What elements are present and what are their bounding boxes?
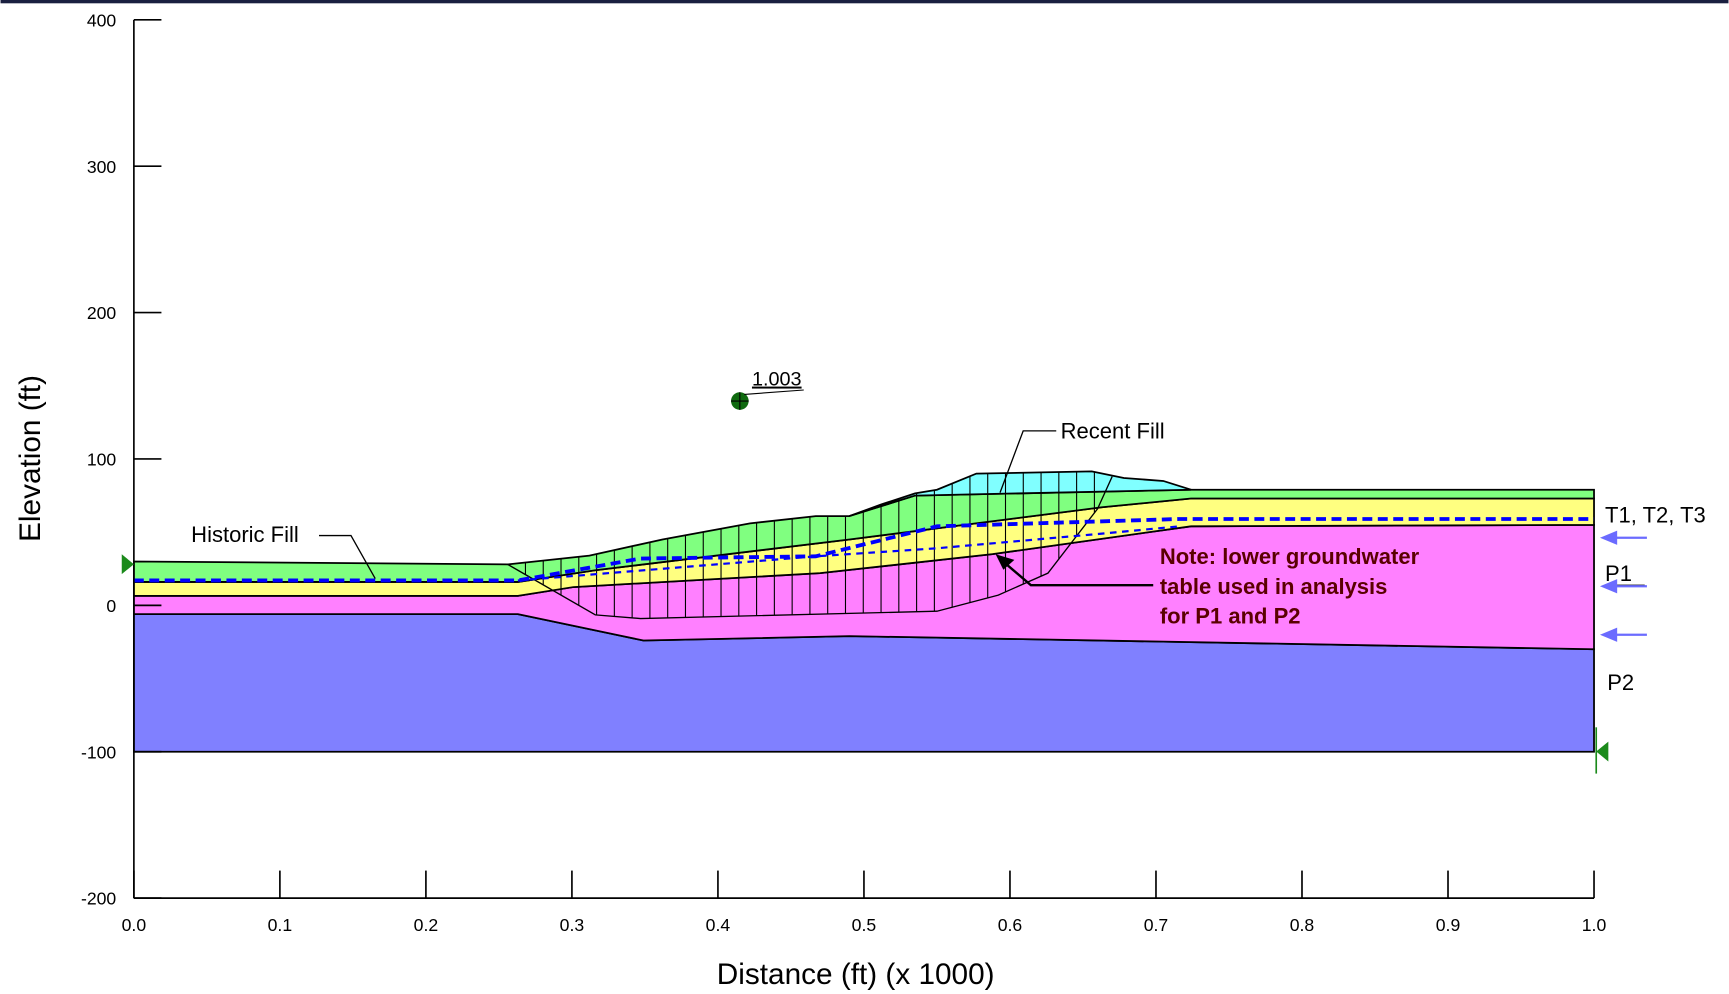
note-line: Note: lower groundwater [1160,544,1420,569]
x-axis-title: Distance (ft) (x 1000) [717,958,995,991]
page: {"chart_data": { "type": "cross-section"… [0,0,1729,994]
region-label: Recent Fill [1061,419,1165,444]
x-tick-label: 0.5 [852,915,877,935]
y-axis-title: Elevation (ft) [14,375,47,542]
factor-of-safety: 1.003 [752,369,802,391]
y-tick-label: 100 [87,450,117,470]
fos-leader [744,390,804,394]
piezometer-arrows [1603,532,1647,640]
x-tick-label: 0.3 [560,915,585,935]
y-tick-label: 0 [106,596,116,616]
piezometer-label: P2 [1607,670,1634,695]
y-tick-label: 300 [87,157,117,177]
boundary-marker [1596,742,1608,762]
plot-area: 1.003 -200 -100 0 100 200 300 400 0.0 0.1 0.2 0.3 0.… [81,10,1606,935]
chart: 1.003 -200 -100 0 100 200 300 400 0.0 0.1 0.2 0.3 0.… [0,0,1729,994]
x-tick-label: 0.6 [998,915,1023,935]
y-tick-label: 200 [87,303,117,323]
note-line: table used in analysis [1160,574,1388,599]
piezometer-label: P1 [1605,561,1632,586]
boundary-marker [122,554,134,574]
x-tick-label: 0.7 [1144,915,1169,935]
y-tick-label: 400 [87,10,117,30]
x-tick-label: 0.0 [122,915,147,935]
x-tick-label: 1.0 [1582,915,1607,935]
x-tick-label: 0.2 [414,915,439,935]
top-border [1,0,1729,3]
piezometer-label: T1, T2, T3 [1605,502,1706,527]
x-tick-label: 0.4 [706,915,731,935]
region-label: Historic Fill [191,522,299,547]
y-tick-label: -100 [81,742,116,762]
arrow-head [1603,532,1616,543]
note-line: for P1 and P2 [1160,604,1301,629]
x-tick-label: 0.8 [1290,915,1315,935]
y-tick-label: -200 [81,889,116,909]
x-tick-label: 0.1 [268,915,293,935]
arrow-head [1603,629,1616,640]
x-tick-label: 0.9 [1436,915,1461,935]
